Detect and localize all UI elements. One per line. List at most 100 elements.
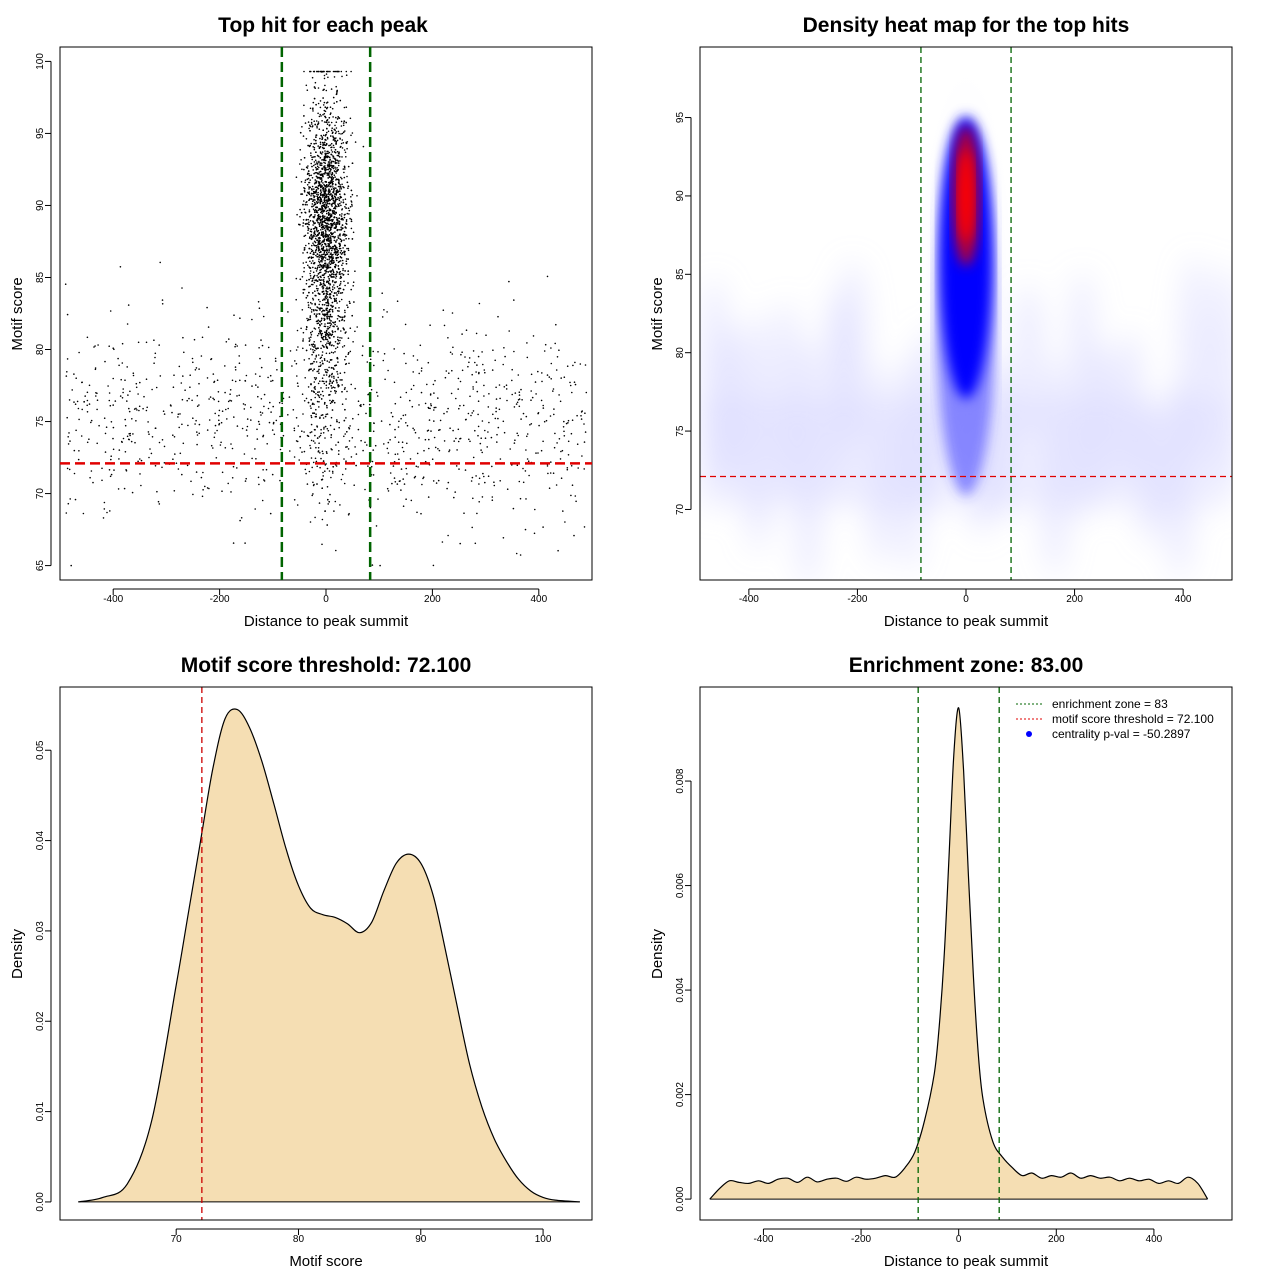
scatter-point — [350, 218, 353, 221]
scatter-point — [396, 483, 399, 485]
scatter-point — [330, 209, 332, 212]
scatter-point — [330, 146, 332, 149]
scatter-point — [332, 191, 335, 194]
scatter-point — [256, 428, 258, 431]
scatter-point — [320, 265, 323, 267]
scatter-point — [387, 369, 389, 372]
scatter-point — [529, 424, 531, 426]
scatter-point — [324, 333, 327, 336]
scatter-point — [495, 410, 497, 413]
scatter-point — [360, 439, 362, 442]
x-tick-label: 400 — [1175, 594, 1192, 605]
y-tick-label: 0.004 — [675, 977, 686, 1002]
scatter-point — [218, 419, 220, 422]
scatter-point — [325, 302, 327, 304]
scatter-point — [330, 223, 332, 225]
scatter-point — [498, 408, 501, 411]
scatter-point — [66, 313, 69, 316]
scatter-point — [106, 511, 108, 514]
scatter-point — [563, 435, 566, 437]
scatter-point — [302, 338, 305, 340]
scatter-point — [340, 218, 343, 220]
scatter-point — [330, 304, 332, 307]
scatter-point — [340, 201, 342, 203]
scatter-point — [68, 399, 71, 401]
scatter-point — [316, 370, 319, 373]
scatter-point — [321, 221, 323, 224]
scatter-point — [325, 245, 328, 248]
scatter-point — [476, 512, 478, 515]
scatter-point — [484, 437, 487, 440]
scatter-point — [486, 446, 489, 448]
scatter-point — [309, 405, 312, 407]
scatter-point — [328, 317, 331, 320]
scatter-point — [331, 399, 334, 402]
scatter-point — [343, 165, 346, 168]
scatter-point — [346, 431, 348, 433]
x-tick-label: 100 — [535, 1234, 552, 1245]
scatter-point — [427, 496, 430, 498]
scatter-point — [514, 439, 516, 442]
scatter-point — [240, 517, 243, 519]
scatter-point — [325, 222, 328, 225]
scatter-point — [139, 458, 141, 460]
scatter-point — [314, 163, 317, 166]
scatter-point — [333, 276, 335, 278]
scatter-point — [328, 277, 330, 280]
scatter-point — [183, 351, 185, 354]
scatter-point — [330, 88, 333, 90]
scatter-point — [332, 260, 335, 262]
scatter-point — [471, 476, 474, 479]
scatter-point — [333, 174, 336, 176]
scatter-point — [78, 450, 80, 452]
scatter-point — [78, 351, 80, 354]
scatter-point — [65, 375, 68, 377]
scatter-point — [413, 429, 416, 431]
scatter-point — [432, 564, 435, 567]
scatter-point — [503, 347, 505, 349]
scatter-point — [428, 447, 430, 450]
scatter-point — [472, 497, 474, 500]
scatter-point — [271, 429, 274, 431]
scatter-point — [310, 118, 313, 121]
scatter-point — [322, 279, 325, 281]
scatter-point — [120, 378, 122, 381]
scatter-point — [330, 416, 333, 419]
scatter-point — [313, 403, 315, 406]
scatter-point — [325, 206, 328, 208]
scatter-point — [112, 404, 114, 406]
scatter-point — [276, 369, 278, 371]
scatter-point — [309, 236, 311, 238]
scatter-point — [318, 161, 320, 164]
scatter-point — [506, 399, 508, 402]
scatter-point — [338, 198, 340, 200]
scatter-point — [244, 542, 246, 544]
scatter-point — [148, 456, 150, 459]
scatter-point — [314, 344, 316, 346]
scatter-point — [301, 276, 304, 278]
scatter-point — [66, 358, 69, 360]
scatter-point — [410, 499, 413, 502]
scatter-point — [334, 204, 337, 207]
scatter-point — [308, 344, 311, 346]
scatter-point — [515, 552, 518, 555]
scatter-point — [337, 116, 340, 118]
scatter-point — [324, 139, 326, 141]
scatter-point — [324, 314, 326, 317]
scatter-point — [320, 319, 323, 322]
scatter-point — [309, 220, 312, 222]
scatter-point — [324, 244, 327, 246]
scatter-point — [321, 153, 323, 155]
scatter-point — [333, 138, 335, 141]
scatter-point — [348, 237, 350, 240]
scatter-point — [281, 402, 284, 405]
density-line — [709, 707, 1209, 1200]
scatter-point — [313, 281, 316, 284]
scatter-point — [567, 454, 570, 456]
scatter-point — [332, 222, 335, 225]
scatter-point — [321, 225, 324, 228]
scatter-point — [303, 115, 305, 117]
scatter-point — [310, 277, 312, 280]
scatter-point — [309, 130, 311, 132]
scatter-point — [369, 358, 372, 361]
